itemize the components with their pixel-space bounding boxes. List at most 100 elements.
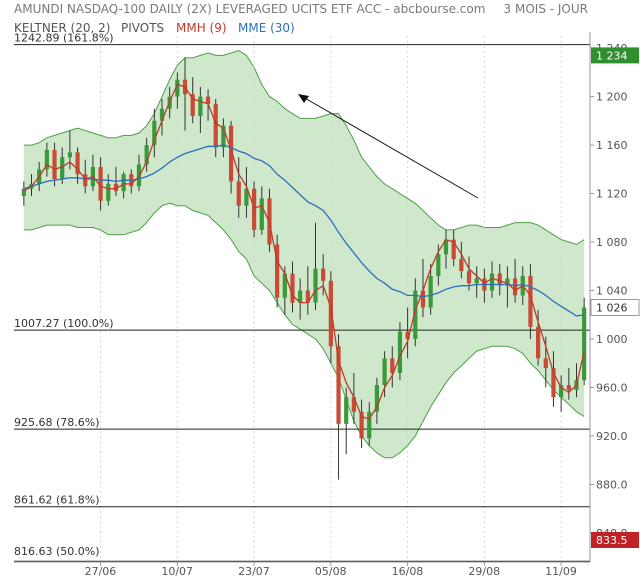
candle-up — [367, 402, 372, 446]
pivot-label: 925.68 (78.6%) — [14, 416, 100, 429]
pivot-label: 816.63 (50.0%) — [14, 545, 100, 558]
candle-down — [405, 307, 410, 359]
candle-up — [44, 142, 49, 177]
x-tick-label: 11/09 — [545, 565, 577, 578]
y-tick-label: 1 200 — [596, 91, 628, 104]
x-tick-label: 29/08 — [468, 565, 500, 578]
candle-body — [436, 254, 441, 276]
price-badge-bg — [591, 532, 639, 548]
candle-body — [505, 278, 510, 286]
candle-up — [106, 174, 111, 206]
trend-arrow-line — [302, 96, 479, 199]
candle-body — [559, 385, 564, 398]
candle-down — [497, 263, 502, 296]
candle-up — [198, 86, 203, 133]
candle-body — [474, 278, 479, 284]
candle-body — [290, 273, 295, 303]
candle-body — [298, 290, 303, 303]
candle-body — [175, 79, 180, 97]
candle-body — [374, 385, 380, 412]
legend-mmh[interactable]: MMH (9) — [176, 21, 227, 35]
candle-body — [228, 125, 234, 182]
y-tick-label: 880.0 — [596, 478, 628, 491]
candle-body — [428, 275, 433, 308]
candle-up — [582, 297, 587, 386]
candle-body — [236, 181, 241, 206]
candle-body — [205, 96, 211, 104]
legend-pivots[interactable]: PIVOTS — [121, 21, 165, 35]
candle-down — [305, 266, 310, 315]
pivot-label: 1007.27 (100.0%) — [14, 317, 114, 330]
candle-up — [382, 351, 387, 398]
candle-down — [190, 77, 195, 124]
candle-body — [251, 188, 257, 230]
candle-body — [67, 152, 73, 158]
y-tick-label: 1 160 — [596, 139, 628, 152]
candle-body — [405, 331, 410, 339]
candle-body — [359, 411, 364, 439]
y-tick-label: 960.0 — [596, 381, 628, 394]
price-badge-label: 833.5 — [596, 534, 628, 547]
keltner-upper-line — [23, 49, 585, 246]
candle-down — [566, 368, 571, 400]
y-tick-label: 1 080 — [596, 236, 628, 249]
candle-up — [259, 186, 264, 235]
candle-body — [305, 290, 310, 303]
candle-up — [374, 377, 380, 424]
candle-up — [221, 118, 226, 158]
candle-body — [336, 346, 341, 424]
candle-body — [213, 103, 218, 148]
candle-down — [98, 157, 103, 211]
candle-up — [244, 166, 249, 218]
legend-keltner[interactable]: KELTNER (20, 2) — [14, 21, 111, 35]
candle-down — [466, 256, 472, 291]
candle-down — [52, 142, 57, 187]
y-tick-label: 1 040 — [596, 285, 628, 298]
candle-body — [259, 198, 264, 230]
candle-body — [83, 174, 88, 187]
price-badge: 833.5 — [591, 532, 639, 548]
candle-up — [443, 229, 449, 269]
candle-up — [505, 266, 510, 308]
candle-body — [459, 259, 464, 272]
candle-body — [344, 397, 349, 424]
pivot-label: 1242.89 (161.8%) — [14, 32, 114, 45]
candle-body — [282, 273, 287, 298]
candle-body — [397, 331, 403, 373]
candle-down — [359, 399, 364, 449]
legend-mme[interactable]: MME (30) — [238, 21, 295, 35]
candle-body — [106, 183, 111, 201]
candle-up — [159, 99, 165, 136]
candle-up — [152, 108, 157, 158]
trend-arrow-head — [298, 94, 309, 103]
keltner-band-layer — [23, 49, 585, 459]
y-tick-label: 920.0 — [596, 430, 628, 443]
candle-down — [321, 254, 326, 296]
candle-body — [451, 239, 456, 260]
moving-average-layer — [23, 83, 585, 420]
candle-body — [52, 149, 57, 180]
candle-down — [83, 159, 88, 194]
candle-body — [198, 96, 203, 116]
candle-body — [159, 108, 165, 121]
candle-body — [535, 326, 541, 359]
y-tick-label: 1 120 — [596, 188, 628, 201]
candle-body — [543, 358, 548, 369]
annotation-layer — [298, 94, 479, 199]
candle-down — [251, 181, 257, 238]
candle-body — [566, 385, 571, 390]
candle-down — [275, 234, 280, 308]
candle-body — [144, 145, 149, 165]
candle-body — [321, 268, 326, 281]
candle-down — [459, 242, 464, 279]
candle-body — [328, 280, 333, 347]
price-badge-bg — [590, 298, 640, 316]
candle-body — [21, 188, 26, 196]
price-badge: 1 026 — [590, 298, 640, 316]
candle-body — [390, 358, 395, 373]
chart-title: AMUNDI NASDAQ-100 DAILY (2X) LEVERAGED U… — [14, 2, 486, 16]
x-tick-label: 05/08 — [315, 565, 347, 578]
y-tick-label: 1 000 — [596, 333, 628, 346]
